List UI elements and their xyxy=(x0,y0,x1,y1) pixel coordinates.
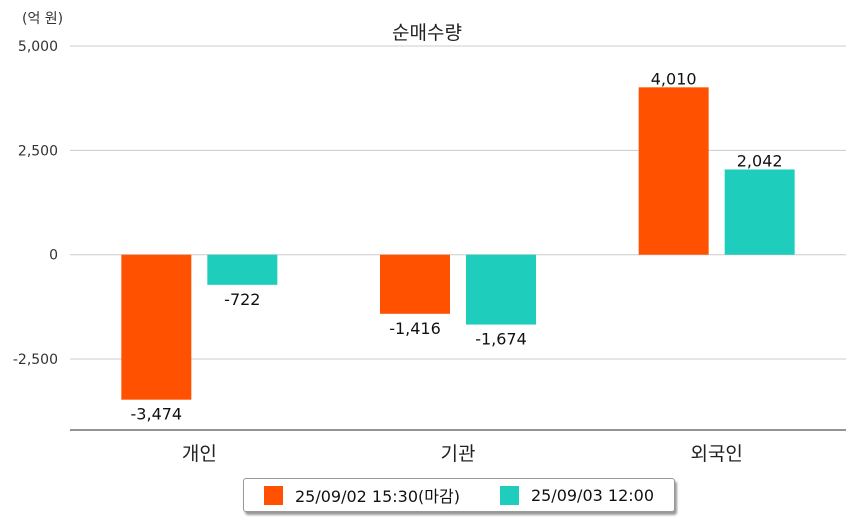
bar xyxy=(638,87,709,255)
bar xyxy=(724,169,795,255)
x-tick-label: 외국인 xyxy=(690,443,742,465)
data-label: -1,416 xyxy=(389,319,441,338)
legend-swatch-series-1 xyxy=(263,485,283,505)
bar xyxy=(466,254,536,325)
bar xyxy=(207,254,278,285)
y-tick-label: 5,000 xyxy=(18,39,58,55)
x-tick-label: 개인 xyxy=(182,443,217,465)
data-label: -722 xyxy=(224,290,260,309)
legend-label-series-1: 25/09/02 15:30(마감) xyxy=(294,487,460,506)
legend-item-series-2[interactable]: 25/09/03 12:00 xyxy=(499,485,654,505)
legend-swatch-series-2 xyxy=(499,485,519,505)
data-label: -1,674 xyxy=(475,330,527,349)
chart-title: 순매수량 xyxy=(392,22,462,44)
y-tick-label: 2,500 xyxy=(18,143,58,159)
data-label: 2,042 xyxy=(737,151,783,170)
x-tick-label: 기관 xyxy=(441,443,476,465)
y-tick-label: 0 xyxy=(49,248,58,264)
legend: 25/09/02 15:30(마감) 25/09/03 12:00 xyxy=(243,478,675,512)
unit-label: (억 원) xyxy=(22,11,64,27)
data-label: 4,010 xyxy=(651,69,697,88)
bar xyxy=(121,254,192,400)
legend-label-series-2: 25/09/03 12:00 xyxy=(530,485,654,505)
legend-item-series-1[interactable]: 25/09/02 15:30(마감) xyxy=(263,483,460,507)
y-tick-label: -2,500 xyxy=(13,352,58,368)
data-label: -3,474 xyxy=(131,405,183,424)
bar xyxy=(380,254,450,314)
